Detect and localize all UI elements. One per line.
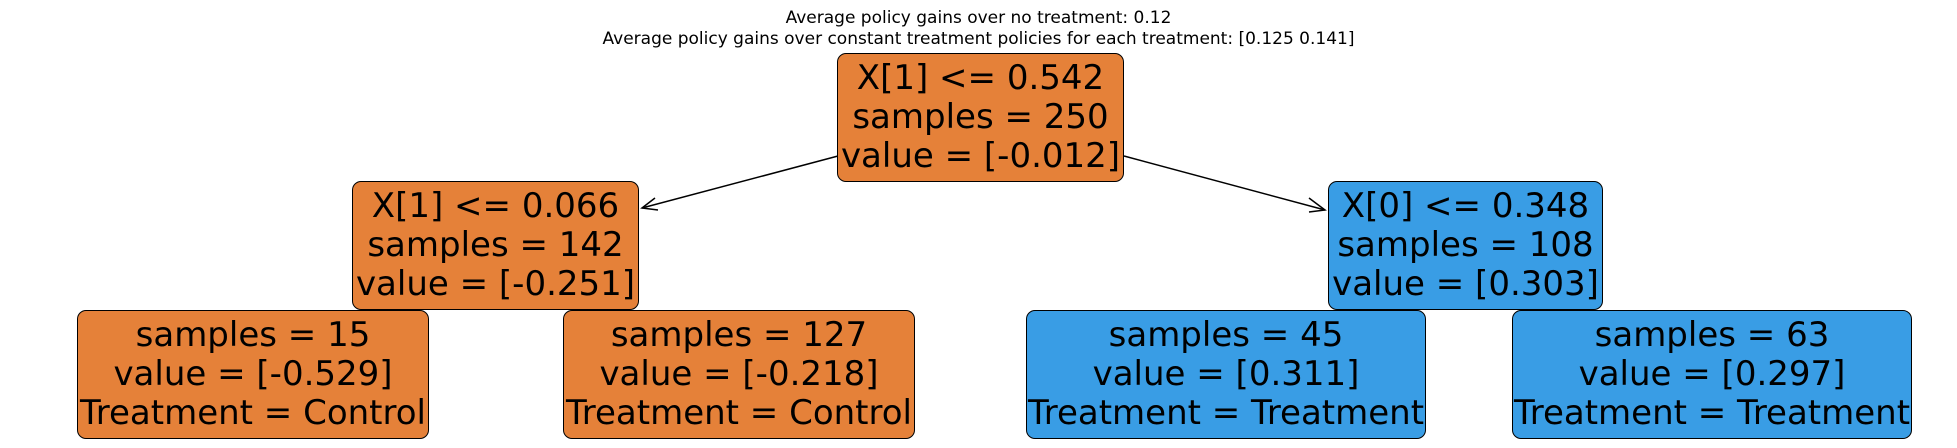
leaf-value-label: value = [0.297] [1578, 354, 1846, 394]
leaf-treatment-label: Treatment = Control [565, 393, 912, 433]
leaf-treatment-label: Treatment = Treatment [1027, 393, 1425, 433]
leaf-treatment-label: Treatment = Treatment [1513, 393, 1911, 433]
leaf-treatment-label: Treatment = Control [79, 393, 426, 433]
leaf-value-label: value = [0.311] [1092, 354, 1360, 394]
node-value-label: value = [-0.012] [840, 136, 1121, 176]
leaf-value-label: value = [-0.218] [599, 354, 879, 394]
leaf-samples-label: samples = 127 [610, 315, 868, 355]
tree-leaf-right-left: samples = 45 value = [0.311] Treatment =… [1026, 310, 1426, 439]
node-split-label: X[1] <= 0.542 [856, 58, 1105, 98]
tree-node-root: X[1] <= 0.542 samples = 250 value = [-0.… [837, 53, 1124, 182]
edge-root-right [1123, 155, 1326, 211]
leaf-samples-label: samples = 15 [135, 315, 371, 355]
leaf-samples-label: samples = 45 [1108, 315, 1344, 355]
node-value-label: value = [0.303] [1332, 264, 1599, 304]
title-line-1: Average policy gains over no treatment: … [785, 8, 1172, 28]
node-value-label: value = [-0.251] [355, 264, 636, 304]
edge-root-left [641, 155, 839, 209]
tree-node-right: X[0] <= 0.348 samples = 108 value = [0.3… [1328, 181, 1603, 310]
leaf-value-label: value = [-0.529] [113, 354, 393, 394]
tree-node-left: X[1] <= 0.066 samples = 142 value = [-0.… [352, 181, 639, 310]
title-line-2: Average policy gains over constant treat… [602, 29, 1355, 49]
tree-leaf-right-right: samples = 63 value = [0.297] Treatment =… [1512, 310, 1912, 439]
node-split-label: X[1] <= 0.066 [371, 186, 620, 226]
node-samples-label: samples = 108 [1337, 225, 1594, 265]
tree-leaf-left-left: samples = 15 value = [-0.529] Treatment … [77, 310, 429, 439]
edge-root-right-arrowhead [1308, 197, 1327, 213]
tree-leaf-left-right: samples = 127 value = [-0.218] Treatment… [563, 310, 915, 439]
node-samples-label: samples = 250 [852, 97, 1109, 137]
node-split-label: X[0] <= 0.348 [1341, 186, 1590, 226]
edge-root-left-arrowhead [640, 197, 659, 211]
node-samples-label: samples = 142 [367, 225, 624, 265]
leaf-samples-label: samples = 63 [1594, 315, 1830, 355]
